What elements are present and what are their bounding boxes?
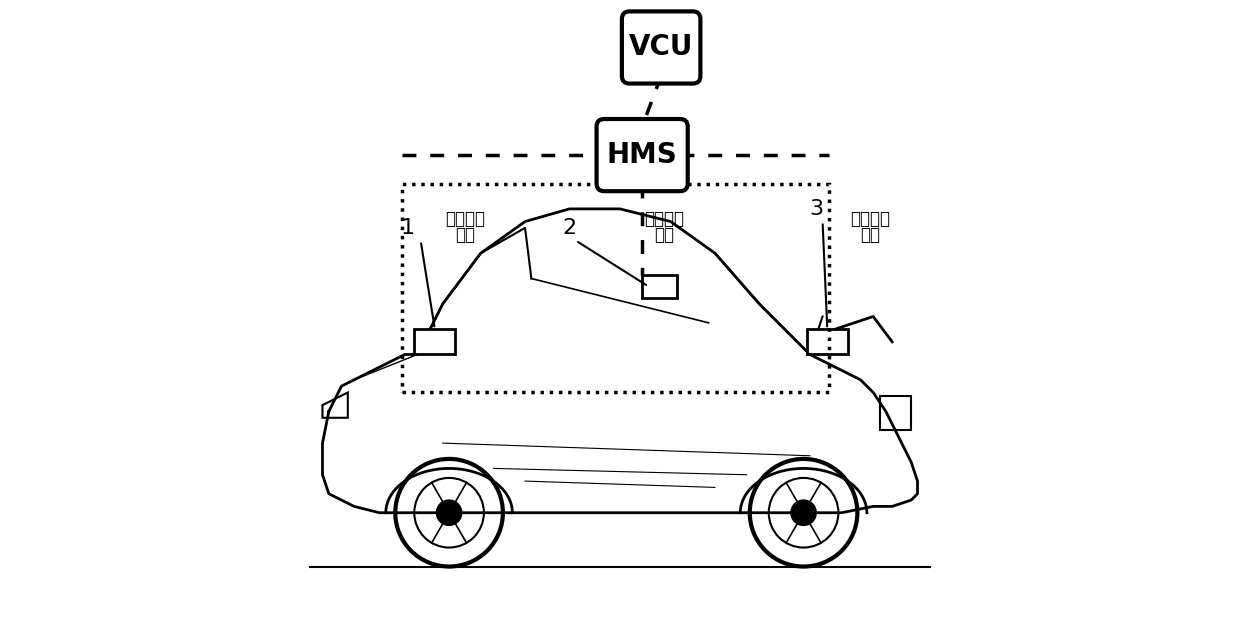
Bar (414, 329, 455, 354)
Text: 2: 2 (562, 218, 577, 238)
Bar (402, 184, 828, 392)
Bar (642, 275, 677, 298)
Text: 氢浓度传: 氢浓度传 (851, 210, 890, 228)
Text: 氢浓度传: 氢浓度传 (645, 210, 684, 228)
Text: 1: 1 (401, 218, 415, 238)
Circle shape (436, 500, 461, 525)
Bar (807, 329, 848, 354)
FancyBboxPatch shape (596, 119, 688, 191)
Text: 3: 3 (810, 199, 823, 219)
Text: VCU: VCU (629, 34, 693, 61)
Circle shape (791, 500, 816, 525)
Text: 感器: 感器 (655, 226, 675, 244)
Text: 感器: 感器 (861, 226, 880, 244)
FancyBboxPatch shape (622, 11, 701, 84)
Text: 感器: 感器 (455, 226, 475, 244)
Text: HMS: HMS (606, 141, 677, 169)
Text: 氢浓度传: 氢浓度传 (445, 210, 485, 228)
